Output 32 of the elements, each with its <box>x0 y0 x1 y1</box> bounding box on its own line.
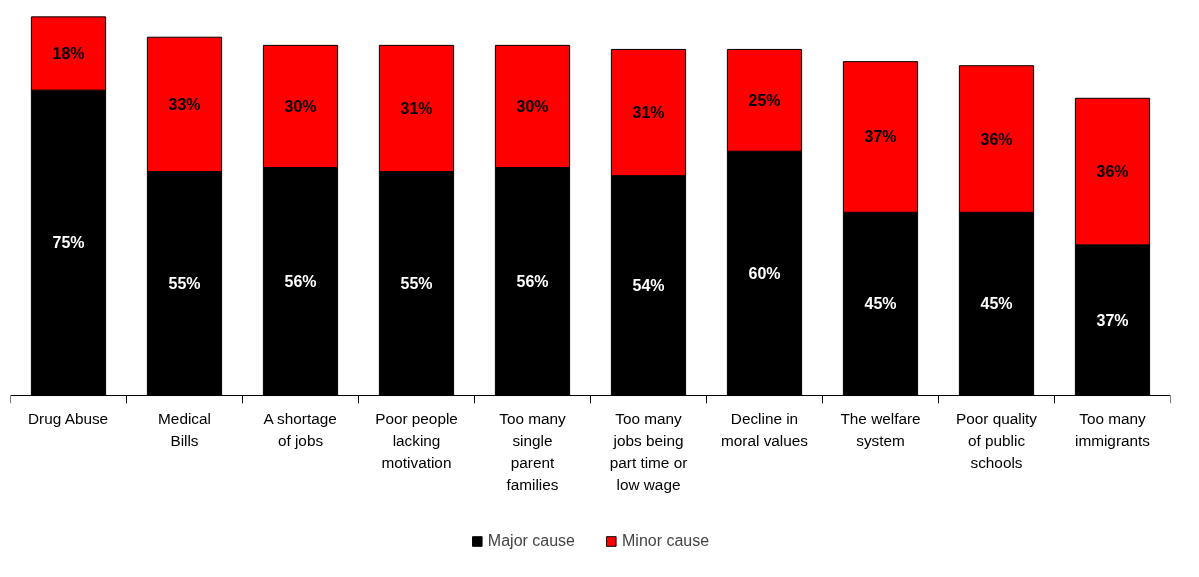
x-tick-label: Drug Abuse <box>28 409 109 427</box>
data-label: 30% <box>516 97 549 115</box>
data-label: 37% <box>1096 311 1129 329</box>
legend-label: Major cause <box>487 532 575 550</box>
x-tick-label: Poor quality of public schools <box>956 409 1038 471</box>
data-label: 18% <box>52 45 85 62</box>
data-label: 60% <box>748 264 781 282</box>
legend-label: Minor cause <box>622 532 710 550</box>
data-label: 56% <box>284 273 317 291</box>
data-label: 56% <box>516 273 549 291</box>
data-label: 30% <box>284 97 317 115</box>
data-label: 55% <box>400 275 433 293</box>
data-label: 75% <box>52 234 85 252</box>
data-label: 25% <box>748 91 781 109</box>
data-label: 45% <box>980 295 1013 313</box>
data-label: 45% <box>864 295 897 313</box>
x-tick-label: Too many immigrants <box>1075 409 1151 449</box>
data-label: 37% <box>864 128 897 146</box>
x-tick-label: Medical Bills <box>158 409 211 449</box>
data-label: 55% <box>168 275 201 293</box>
data-label: 33% <box>168 95 201 113</box>
data-label: 31% <box>400 99 433 117</box>
data-label: 31% <box>632 104 665 122</box>
data-label: 36% <box>980 130 1013 148</box>
x-tick-label: Decline in moral values <box>721 409 809 449</box>
x-tick-label: A shortage of jobs <box>263 409 337 449</box>
data-label: 54% <box>632 277 665 295</box>
x-tick-label: The welfare system <box>840 409 921 449</box>
x-tick-label: Too many single parent families <box>499 409 567 493</box>
data-label: 36% <box>1096 163 1129 181</box>
x-tick-label: Too many jobs being part time or low wage <box>609 409 688 493</box>
x-tick-label: Poor people lacking motivation <box>375 409 458 471</box>
